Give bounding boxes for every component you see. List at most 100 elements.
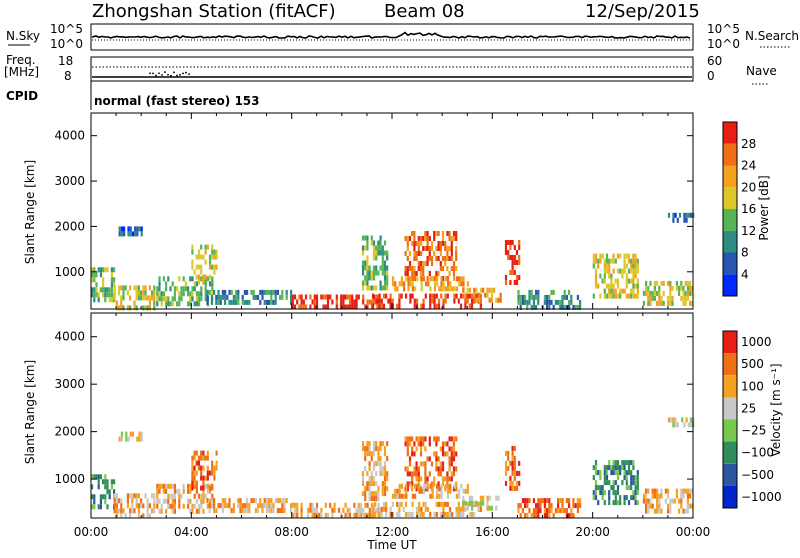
data-cell [435, 441, 438, 447]
data-cell [386, 250, 389, 256]
data-cell [439, 261, 442, 266]
data-cell [351, 294, 354, 300]
data-cell [674, 422, 677, 428]
data-cell [324, 304, 327, 310]
data-cell [513, 475, 516, 481]
data-cell [424, 506, 427, 512]
data-cell [435, 293, 438, 299]
data-cell [386, 476, 389, 482]
data-cell [612, 470, 615, 476]
data-cell [228, 289, 231, 295]
data-cell [406, 471, 409, 477]
data-cell [625, 293, 628, 299]
data-cell [113, 479, 116, 485]
data-cell [431, 293, 434, 299]
data-cell [435, 501, 438, 507]
data-cell [574, 503, 577, 509]
data-cell [686, 280, 689, 286]
data-cell [408, 266, 412, 271]
data-cell [191, 465, 194, 471]
data-cell [450, 251, 453, 256]
colorbar-tick-label: −100 [741, 446, 774, 460]
data-cell [417, 251, 420, 256]
data-cell [331, 512, 334, 518]
data-cell [627, 460, 631, 466]
data-cell [136, 231, 139, 237]
data-cell [270, 299, 273, 305]
data-cell [433, 481, 436, 487]
data-cell [118, 290, 121, 296]
data-cell [167, 503, 170, 509]
data-cell [430, 261, 434, 266]
data-cell [630, 263, 633, 269]
data-cell [391, 298, 394, 304]
data-cell [209, 281, 212, 287]
data-cell [572, 498, 575, 504]
data-cell [366, 441, 369, 447]
data-cell [601, 490, 604, 496]
data-cell [364, 456, 367, 462]
data-cell [660, 488, 663, 494]
data-cell [673, 498, 676, 504]
data-cell [91, 504, 94, 510]
data-cell [386, 285, 389, 291]
data-cell [651, 488, 654, 494]
data-cell [213, 269, 216, 275]
data-cell [189, 276, 192, 282]
data-cell [257, 294, 260, 300]
data-cell [144, 305, 147, 311]
data-cell [634, 273, 637, 279]
data-cell [276, 498, 279, 504]
data-cell [612, 293, 615, 299]
data-cell [318, 512, 321, 518]
data-cell [129, 231, 132, 237]
data-cell [189, 301, 192, 307]
data-cell [379, 240, 382, 246]
data-cell [543, 299, 546, 305]
data-cell [219, 503, 222, 509]
data-cell [509, 255, 512, 260]
data-cell [213, 264, 216, 270]
data-cell [291, 502, 294, 508]
data-cell [129, 285, 132, 291]
data-cell [158, 281, 161, 287]
data-cell [348, 512, 352, 518]
data-cell [206, 289, 209, 295]
data-cell [507, 455, 510, 461]
data-cell [379, 235, 382, 241]
data-cell [206, 276, 209, 282]
data-cell [91, 494, 94, 500]
data-cell [296, 507, 299, 513]
data-cell [195, 274, 198, 280]
data-cell [610, 470, 613, 476]
data-cell [178, 488, 181, 494]
data-cell [415, 251, 418, 256]
data-cell [404, 501, 408, 507]
data-cell [200, 503, 203, 509]
data-cell [224, 299, 227, 305]
data-cell [653, 493, 656, 499]
data-cell [417, 261, 420, 266]
data-cell [197, 254, 201, 260]
data-cell [448, 236, 451, 241]
data-cell [171, 498, 174, 504]
data-cell [95, 292, 98, 298]
data-cell [636, 475, 639, 481]
data-cell [594, 283, 598, 289]
data-cell [102, 479, 105, 485]
data-cell [135, 290, 138, 296]
data-cell [614, 258, 617, 264]
data-cell [391, 303, 394, 309]
data-cell [118, 305, 121, 311]
data-cell [406, 271, 409, 276]
data-cell [386, 441, 389, 447]
data-cell [594, 268, 598, 274]
data-cell [437, 298, 441, 304]
data-cell [272, 503, 275, 509]
data-cell [621, 460, 624, 466]
data-cell [680, 285, 683, 291]
freq-scatter-point [185, 71, 187, 74]
data-cell [468, 500, 471, 506]
data-cell [444, 486, 447, 492]
data-cell [636, 480, 639, 486]
